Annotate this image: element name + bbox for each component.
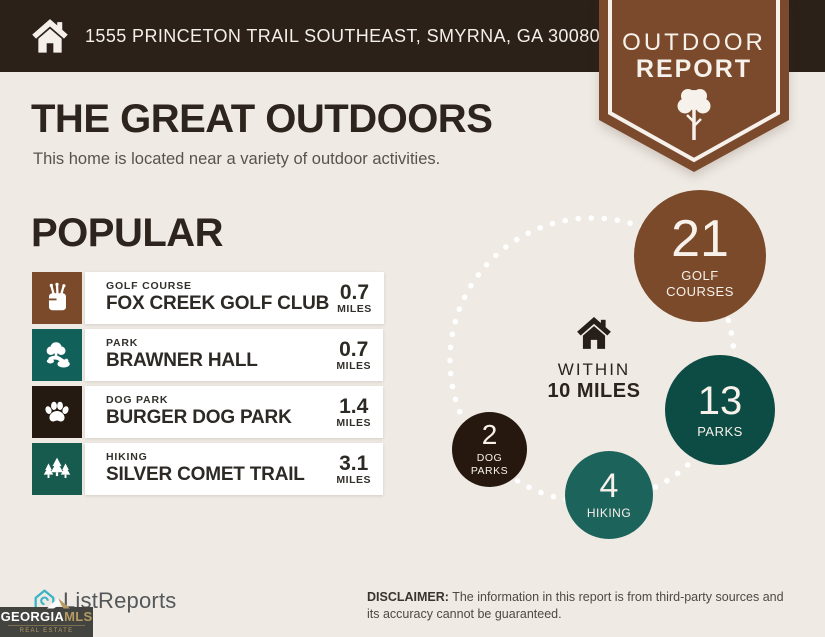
stat-label: DOG PARKS [470,452,509,477]
disclaimer-label: DISCLAIMER: [367,590,449,604]
distance-unit: MILES [337,302,372,315]
place-name: SILVER COMET TRAIL [106,463,305,485]
stat-label: HIKING [586,506,632,521]
mls-name: GEORGIAMLS [0,609,93,624]
mls-name-mls: MLS [64,609,93,624]
park-tree-icon [32,329,82,381]
paw-icon [32,386,82,438]
distance: 3.1 MILES [336,453,371,486]
stat-label: PARKS [697,423,743,439]
page-subtitle: This home is located near a variety of o… [33,150,441,168]
distance: 0.7 MILES [337,282,372,315]
list-item-hiking: HIKING SILVER COMET TRAIL 3.1 MILES [32,443,383,495]
page-title: THE GREAT OUTDOORS [31,97,493,141]
distance: 0.7 MILES [336,339,371,372]
disclaimer-text: The information in this report is from t… [367,590,784,621]
stat-bubble-dog-parks: 2 DOG PARKS [452,412,527,487]
stat-bubble-golf-courses: 21 GOLF COURSES [634,190,766,322]
distance-unit: MILES [336,359,371,372]
popular-list: GOLF COURSE FOX CREEK GOLF CLUB 0.7 MILE… [32,272,384,495]
place-name: FOX CREEK GOLF CLUB [106,292,330,314]
distance-unit: MILES [336,416,371,429]
home-icon [32,19,68,53]
stat-bubble-parks: 13 PARKS [665,355,775,465]
popular-heading: POPULAR [31,211,224,255]
list-item-dog-park: DOG PARK BURGER DOG PARK 1.4 MILES [32,386,383,438]
disclaimer: DISCLAIMER: The information in this repo… [367,589,792,623]
stat-value: 13 [697,378,743,423]
mls-roof-icon [47,598,70,609]
golf-bag-icon [32,272,82,324]
distance-value: 0.7 [339,280,370,304]
radius-center: WITHIN 10 MILES [534,316,654,403]
category-label: HIKING [106,451,148,464]
distance-value: 0.7 [339,337,369,361]
mls-tagline: REAL ESTATE SERVICES [8,625,85,637]
stat-bubble-hiking: 4 HIKING [565,451,653,539]
list-item-body: GOLF COURSE FOX CREEK GOLF CLUB 0.7 MILE… [85,272,384,324]
stat-value: 21 [671,209,729,268]
list-item-body: PARK BRAWNER HALL 0.7 MILES [85,329,383,381]
ribbon-inner-border [608,0,780,163]
stat-label: GOLF COURSES [666,267,734,299]
tree-icon [677,89,711,140]
category-label: PARK [106,337,139,350]
ribbon-line1: OUTDOOR [622,29,766,56]
list-item-body: DOG PARK BURGER DOG PARK 1.4 MILES [85,386,383,438]
place-name: BRAWNER HALL [106,349,258,371]
distance-value: 1.4 [339,394,369,418]
outdoor-report-ribbon: OUTDOOR REPORT [599,0,789,178]
georgiamls-badge: GEORGIAMLS REAL ESTATE SERVICES [0,598,93,637]
distance: 1.4 MILES [336,396,371,429]
category-label: GOLF COURSE [106,280,192,293]
home-marker-icon [577,316,611,349]
category-label: DOG PARK [106,394,169,407]
distance-unit: MILES [336,473,371,486]
ribbon-shape [599,0,789,172]
list-item-body: HIKING SILVER COMET TRAIL 3.1 MILES [85,443,383,495]
list-item-golf-course: GOLF COURSE FOX CREEK GOLF CLUB 0.7 MILE… [32,272,384,324]
ribbon-line2: REPORT [636,55,752,83]
stat-value: 4 [599,467,619,506]
within-label: WITHIN [557,360,631,379]
place-name: BURGER DOG PARK [106,406,292,428]
mls-name-georgia: GEORGIA [0,609,65,624]
pine-trees-icon [32,443,82,495]
property-address: 1555 PRINCETON TRAIL SOUTHEAST, SMYRNA, … [85,25,601,46]
stat-value: 2 [481,419,498,451]
radius-label: 10 MILES [547,380,641,402]
list-item-park: PARK BRAWNER HALL 0.7 MILES [32,329,383,381]
distance-value: 3.1 [339,451,369,475]
